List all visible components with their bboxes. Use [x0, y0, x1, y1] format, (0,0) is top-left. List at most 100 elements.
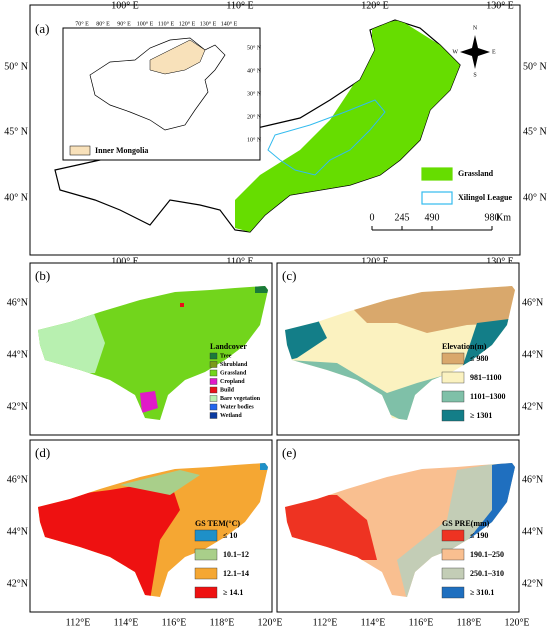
lon-label-top: 130° E [486, 0, 514, 11]
legend-swatch [441, 529, 465, 542]
lat-label: 46°N [522, 297, 543, 308]
lon-label: 120°E [504, 617, 529, 628]
grassland [235, 20, 460, 232]
lat-label: 46°N [522, 474, 543, 485]
legend-label: 12.1–14 [223, 569, 249, 578]
legend-label: 190.1–250 [470, 550, 504, 559]
grassland-layer [235, 20, 460, 232]
inset-inner-mongolia [149, 39, 206, 75]
inset-lat-label: 50° N [247, 44, 262, 51]
panel-label: (c) [282, 268, 296, 283]
map-region [452, 463, 515, 560]
legend-label: ≤ 980 [470, 354, 488, 363]
legend-swatch [441, 548, 465, 561]
legend-swatch [209, 412, 218, 419]
lon-label: 116°E [162, 617, 187, 628]
inset-lon-label: 110° E [158, 20, 175, 27]
inset-lon-label: 100° E [137, 20, 154, 27]
legend-label: Build [220, 387, 235, 393]
lon-label-bottom: 100° E [111, 256, 139, 267]
inset-frame [62, 27, 261, 161]
legend-label: ≥ 310.1 [470, 588, 494, 597]
lat-label-left: 50° N [4, 61, 28, 72]
lon-label-top: 110° E [226, 0, 253, 11]
lon-label-bottom: 120° E [361, 256, 389, 267]
china-outline [89, 37, 226, 131]
compass-letter: N [473, 25, 478, 31]
lat-label: 44°N [7, 349, 28, 360]
lat-label: 46°N [7, 297, 28, 308]
legend-swatch [209, 395, 218, 402]
legend-swatch [441, 409, 465, 422]
inset-lat-label: 20° N [247, 113, 262, 120]
panel-label: (d) [35, 445, 50, 460]
legend-swatch [421, 167, 453, 181]
scale-unit: Km [496, 212, 511, 223]
legend-label: Tree [220, 353, 232, 359]
north-arrow [460, 35, 490, 69]
map-region [140, 391, 158, 413]
legend-label: ≥ 14.1 [223, 588, 243, 597]
lat-label: 44°N [522, 349, 543, 360]
lon-label: 114°E [114, 617, 139, 628]
inset-lat-label: 40° N [247, 67, 262, 74]
map-region [38, 480, 180, 597]
inset-lon-label: 140° E [221, 20, 238, 27]
lon-label: 112°E [66, 617, 91, 628]
legend-label: Cropland [220, 379, 245, 385]
lat-label-left: 45° N [4, 126, 28, 137]
legend-swatch [209, 352, 218, 360]
legend-label: Bare vegetation [220, 396, 261, 402]
legend-title: Landcover [210, 342, 247, 351]
panel-label: (b) [35, 268, 50, 283]
scale-label: 980 [485, 212, 500, 223]
legend-swatch [209, 369, 218, 377]
legend-swatch [194, 567, 218, 580]
legend-label: 250.1–310 [470, 569, 504, 578]
lat-label-left: 40° N [4, 192, 28, 203]
legend-swatch [441, 371, 465, 384]
panel-label: (e) [282, 445, 296, 460]
legend-swatch [441, 352, 465, 365]
lat-label: 44°N [7, 526, 28, 537]
lon-label: 114°E [361, 617, 386, 628]
inset-lon-label: 120° E [179, 20, 196, 27]
legend-label: ≤ 190 [470, 531, 488, 540]
scale-label: 245 [395, 212, 410, 223]
lat-label: 42°N [522, 401, 543, 412]
legend-label: 1101–1300 [470, 392, 506, 401]
xilingol-outline [267, 99, 386, 176]
lon-label: 112°E [313, 617, 338, 628]
lat-label: 42°N [7, 401, 28, 412]
lon-label-top: 120° E [361, 0, 389, 11]
legend-label: Grassland [458, 169, 494, 178]
legend-swatch [441, 567, 465, 580]
legend-label: Shrubland [220, 362, 248, 368]
inset-lon-label: 80° E [96, 20, 110, 27]
lat-label: 46°N [7, 474, 28, 485]
lat-label-right: 40° N [523, 192, 547, 203]
legend-swatch [421, 191, 453, 205]
lon-label: 118°E [457, 617, 482, 628]
legend-swatch [209, 403, 218, 411]
lon-label: 118°E [210, 617, 235, 628]
inset-lat-label: 30° N [247, 90, 262, 97]
panel-a-frame [29, 4, 521, 256]
inset-lat-label: 10° N [247, 136, 262, 143]
lon-label-bottom: 110° E [226, 256, 253, 267]
legend-swatch [441, 586, 465, 599]
legend-title: GS PRE(mm) [442, 519, 490, 528]
legend-label: 10.1–12 [223, 550, 249, 559]
legend-title: Elevation(m) [442, 342, 487, 351]
panel-label: (a) [35, 21, 49, 36]
legend-label: Xilingol League [458, 193, 512, 202]
inset-lon-label: 130° E [200, 20, 217, 27]
legend-swatch [194, 586, 218, 599]
legend-swatch [209, 361, 218, 368]
legend-swatch [194, 548, 218, 561]
legend-label: Grassland [220, 370, 247, 376]
lon-label-top: 100° E [111, 0, 139, 11]
legend-label: 981–1100 [470, 373, 502, 382]
compass-letter: E [492, 49, 496, 55]
